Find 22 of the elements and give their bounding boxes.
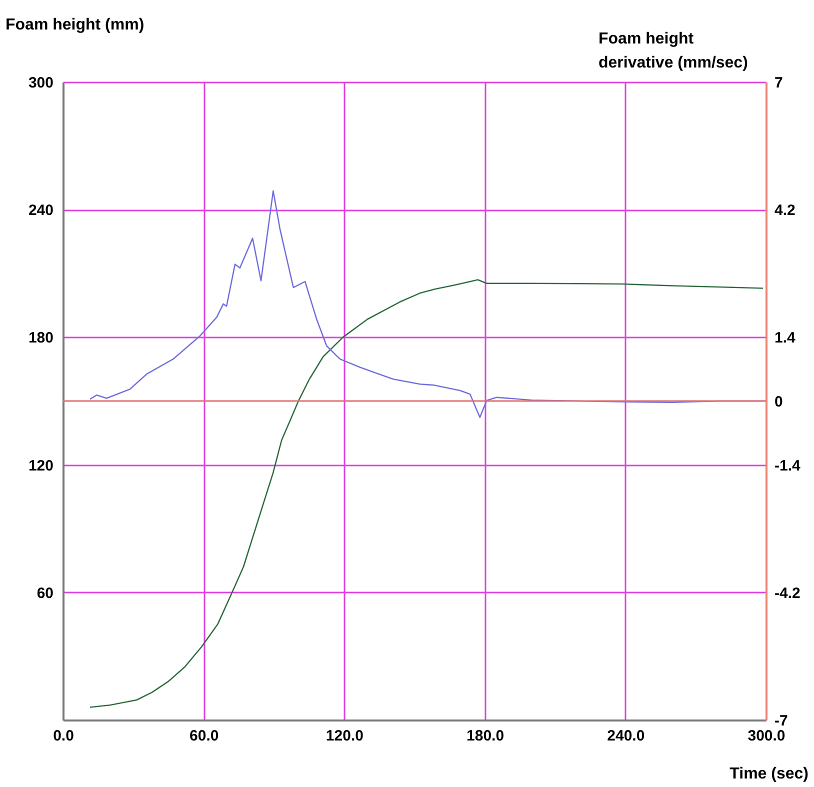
x-tick-label: 60.0: [190, 728, 219, 744]
x-tick-label: 0.0: [53, 728, 74, 744]
line-series: [89, 279, 764, 708]
y2-tick-label: 1.4: [774, 330, 796, 347]
x-tick-label: 180.0: [466, 728, 504, 744]
x-tick-label: 300.0: [748, 728, 786, 744]
y-tick-label: 240: [28, 202, 54, 220]
y-axis-title: Foam height (mm): [6, 16, 144, 34]
y-tick-label: 120: [28, 457, 54, 474]
y-tick-label: 300: [28, 74, 54, 92]
y2-tick-label: 7: [774, 74, 783, 92]
x-axis-title: Time (sec): [730, 766, 808, 782]
y-tick-label: 60: [36, 584, 54, 602]
y2-tick-label: -4.2: [774, 584, 800, 602]
y2-tick-label: 4.2: [774, 202, 796, 220]
x-tick-label: 240.0: [607, 728, 645, 744]
y2-tick-label: 0: [774, 394, 783, 410]
y-tick-label: 180: [28, 330, 54, 347]
y2-axis-title: Foam height derivative (mm/sec): [598, 30, 748, 72]
x-tick-label: 120.0: [326, 728, 364, 744]
y2-tick-label: -1.4: [774, 457, 802, 474]
y2-tick-label: -7: [774, 712, 788, 730]
